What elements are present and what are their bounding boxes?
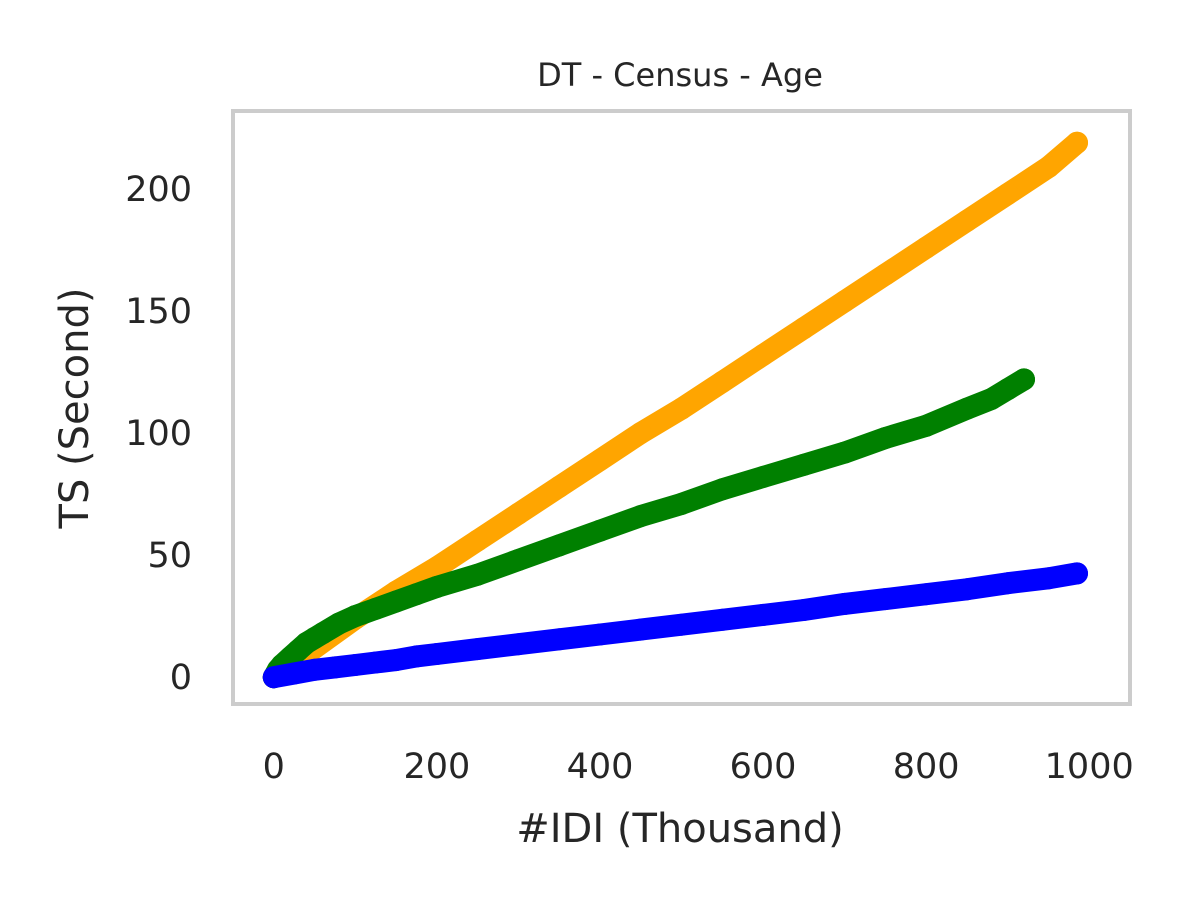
data-point (466, 563, 489, 586)
data-point (1037, 156, 1060, 179)
data-point (466, 638, 489, 661)
data-point (752, 466, 774, 488)
data-point (364, 651, 387, 674)
x-tick-label: 600 (730, 747, 797, 787)
data-point (833, 290, 856, 313)
data-point (792, 317, 815, 340)
data-point (283, 662, 306, 685)
y-axis-label: TS (Second) (52, 288, 98, 530)
plot-marks (262, 131, 1088, 689)
data-point (996, 378, 1019, 401)
data-point (915, 414, 938, 437)
data-point (262, 666, 285, 689)
data-point (711, 608, 734, 631)
y-tick-label: 0 (170, 658, 192, 698)
data-point (344, 654, 367, 676)
chart-title: DT - Census - Age (537, 56, 823, 94)
data-point (548, 475, 571, 498)
data-point (670, 492, 693, 515)
series-2 (262, 562, 1088, 689)
data-point (915, 583, 938, 606)
x-tick-label: 400 (567, 747, 634, 787)
data-point (385, 590, 408, 613)
x-tick-label: 0 (263, 747, 285, 787)
data-point (955, 397, 978, 420)
data-point (425, 575, 448, 598)
x-tick-label: 800 (893, 747, 960, 787)
data-point (629, 422, 652, 445)
data-point (792, 453, 815, 476)
data-point (833, 441, 856, 464)
data-point (323, 656, 346, 679)
data-point (915, 236, 938, 259)
data-point (1066, 562, 1088, 585)
data-point (874, 263, 897, 286)
data-point (1066, 131, 1088, 154)
data-point (303, 658, 326, 681)
data-point (589, 519, 611, 542)
x-axis-ticks: 0 200 400 600 800 1000 (263, 747, 1134, 787)
data-point (589, 623, 611, 646)
data-point (670, 397, 693, 420)
data-point (874, 427, 897, 449)
data-point (311, 622, 334, 645)
data-point (364, 597, 387, 620)
x-tick-label: 1000 (1045, 747, 1134, 787)
data-point (955, 209, 978, 232)
data-point (405, 583, 428, 606)
data-point (629, 618, 652, 641)
data-point (792, 599, 815, 621)
data-point (385, 649, 408, 672)
data-point (1037, 567, 1060, 590)
data-point (752, 344, 774, 366)
data-point (711, 370, 734, 393)
data-point (955, 578, 978, 601)
data-point (980, 388, 1003, 410)
data-point (405, 645, 428, 668)
data-point (507, 549, 530, 571)
data-point (425, 556, 448, 579)
data-point (507, 633, 530, 656)
data-point (507, 502, 530, 525)
data-point (629, 505, 652, 528)
data-point (1013, 368, 1035, 391)
data-point (996, 572, 1019, 595)
x-axis-label: #IDI (Thousand) (516, 806, 844, 852)
data-point (670, 613, 693, 636)
data-point (589, 449, 611, 471)
data-point (996, 183, 1019, 205)
data-point (425, 643, 448, 665)
x-tick-label: 200 (403, 747, 470, 787)
y-tick-label: 100 (125, 414, 192, 454)
data-point (548, 628, 571, 651)
plot-frame (231, 109, 1132, 706)
data-point (874, 588, 897, 611)
data-point (752, 603, 774, 626)
y-tick-label: 150 (125, 292, 192, 332)
y-tick-label: 200 (125, 170, 192, 210)
data-point (466, 529, 489, 552)
data-point (344, 605, 367, 628)
data-point (548, 534, 571, 557)
y-axis-ticks: 0 50 100 150 200 (125, 170, 192, 698)
data-point (711, 478, 734, 501)
data-point (833, 592, 856, 615)
y-tick-label: 50 (147, 536, 192, 576)
